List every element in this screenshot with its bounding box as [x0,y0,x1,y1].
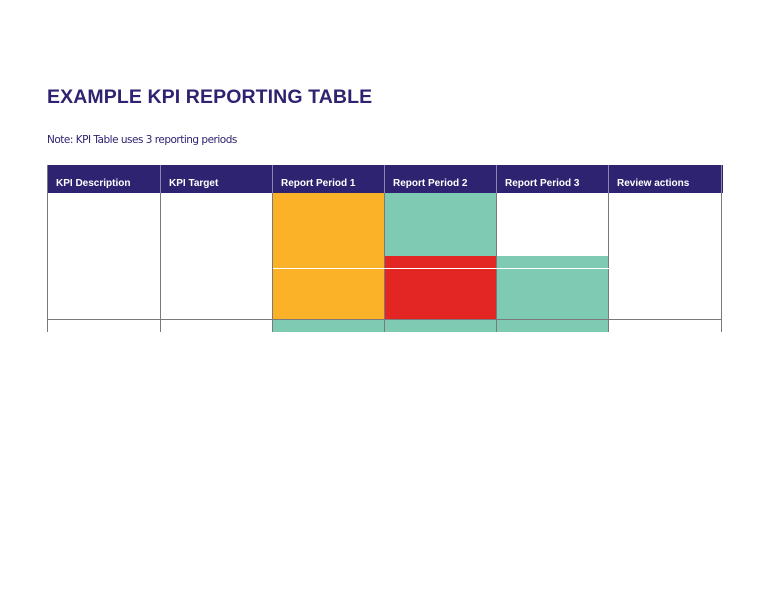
column-header: Report Period 2 [385,165,497,193]
table-cell[interactable] [385,320,497,332]
column-header: KPI Target [161,165,273,193]
table-cell[interactable] [385,256,497,320]
table-cell[interactable] [48,320,161,332]
table-cell[interactable] [161,320,273,332]
page-title: EXAMPLE KPI REPORTING TABLE [47,86,373,108]
table-cell[interactable] [273,193,385,257]
table-cell[interactable] [161,193,273,257]
table-cell[interactable] [497,320,609,332]
table-cell[interactable] [609,256,722,320]
table-cell[interactable] [609,193,722,257]
table-cell[interactable] [385,193,497,257]
column-header: Report Period 3 [497,165,609,193]
table-cell[interactable] [497,256,609,320]
page-note: Note: KPI Table uses 3 reporting periods [47,134,237,146]
table-cell[interactable] [161,256,273,320]
table-cell[interactable] [609,320,722,332]
table-header-row: KPI Description KPI Target Report Period 1… [48,165,723,193]
row-highlight-line [273,268,609,269]
kpi-table: KPI Description KPI Target Report Period 1… [47,165,723,332]
column-header: Review actions [609,165,722,193]
table-cell[interactable] [48,193,161,257]
table-cell[interactable] [497,193,609,257]
table-cell[interactable] [273,256,385,320]
column-header: KPI Description [48,165,161,193]
table-cell[interactable] [273,320,385,332]
table-cell[interactable] [48,256,161,320]
column-header: Report Period 1 [273,165,385,193]
